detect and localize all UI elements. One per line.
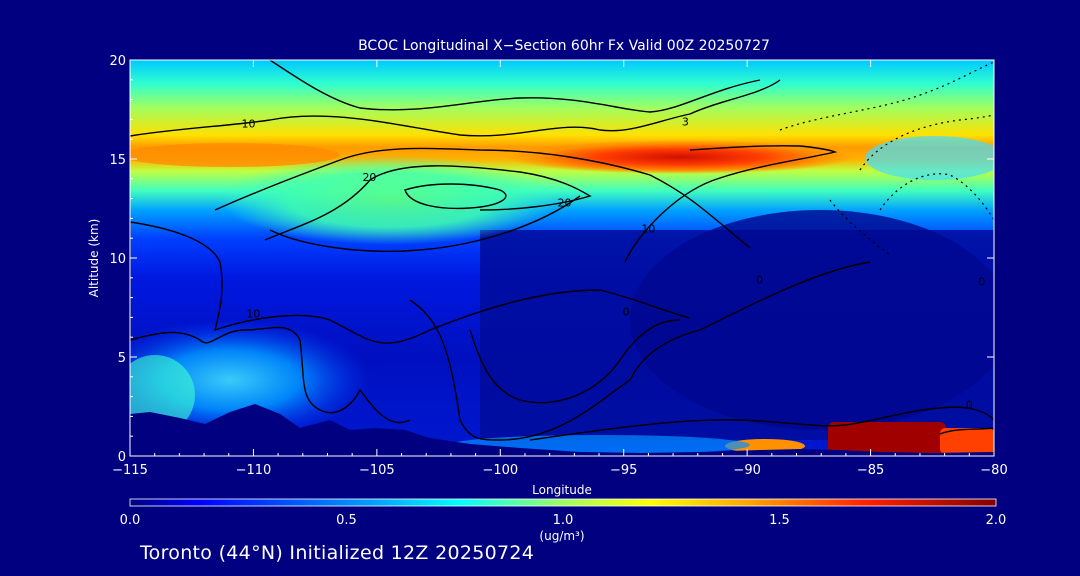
field-dark-region-east bbox=[630, 210, 994, 430]
y-tick-label: 15 bbox=[109, 153, 126, 168]
colorbar-tick-label: 0.0 bbox=[120, 513, 141, 528]
x-axis-label: Longitude bbox=[532, 483, 592, 497]
contour-lines bbox=[130, 60, 994, 441]
chart-title: BCOC Longitudinal X−Section 60hr Fx Vali… bbox=[358, 38, 770, 54]
contour-inner-core bbox=[404, 183, 507, 210]
x-tick-label: −110 bbox=[236, 463, 272, 478]
contour-inner-ring bbox=[269, 195, 581, 252]
y-axis-label: Altitude (km) bbox=[87, 219, 101, 298]
colorbar-tick-label: 1.5 bbox=[769, 513, 790, 528]
contour-surface-west bbox=[130, 326, 411, 424]
contour-label: 20 bbox=[557, 197, 571, 210]
colorbar-tick-label: 0.5 bbox=[336, 513, 357, 528]
contour-top-arc bbox=[269, 60, 761, 113]
field-east-patch bbox=[865, 136, 994, 180]
footer-initialization-text: Toronto (44°N) Initialized 12Z 20250724 bbox=[140, 542, 535, 564]
dotted-contour-a bbox=[779, 61, 994, 131]
x-tick-label: −100 bbox=[482, 463, 518, 478]
y-tick-label: 20 bbox=[109, 54, 126, 69]
dotted-contour-b bbox=[859, 114, 994, 171]
contour-label: 3 bbox=[682, 115, 689, 128]
colorbar-tick-label: 2.0 bbox=[986, 513, 1007, 528]
contour-label: 10 bbox=[641, 222, 655, 235]
x-tick-label: −95 bbox=[610, 463, 637, 478]
colorbar-tick-label: 1.0 bbox=[553, 513, 574, 528]
colorbar bbox=[129, 498, 997, 507]
field-green-blob bbox=[220, 155, 560, 245]
field-hot-core bbox=[505, 140, 855, 174]
x-axis: −115 −110 −105 −100 −95 −90 −85 −80 bbox=[112, 60, 1008, 478]
contour-upper-west bbox=[130, 79, 781, 137]
dotted-contours bbox=[779, 61, 994, 256]
concentration-field: 10 20 20 10 3 0 0 10 0 0 bbox=[130, 60, 994, 456]
x-tick-label: −90 bbox=[733, 463, 760, 478]
colorbar-ticks: 0.0 0.5 1.0 1.5 2.0 bbox=[120, 513, 1007, 528]
x-tick-label: −85 bbox=[857, 463, 884, 478]
contour-surface-mid bbox=[529, 406, 994, 441]
y-tick-label: 5 bbox=[118, 351, 126, 366]
field-surface-hot-east2 bbox=[940, 428, 994, 454]
contour-label: 0 bbox=[978, 276, 985, 289]
contour-mid-0b bbox=[469, 319, 681, 404]
contour-labels: 10 20 20 10 3 0 0 10 0 0 bbox=[241, 115, 985, 411]
x-tick-label: −80 bbox=[980, 463, 1007, 478]
contour-label: 10 bbox=[241, 117, 255, 130]
contour-label: 0 bbox=[756, 274, 763, 287]
contour-label: 0 bbox=[966, 398, 973, 411]
field-surface-hot-east bbox=[828, 422, 946, 456]
terrain bbox=[130, 404, 994, 456]
colorbar-unit-label: (ug/m³) bbox=[539, 529, 584, 543]
contour-outer-20 bbox=[214, 147, 751, 249]
y-tick-label: 10 bbox=[109, 252, 126, 267]
contour-20-inner bbox=[264, 165, 592, 241]
dotted-contour-d bbox=[829, 199, 891, 256]
y-tick-label: 0 bbox=[118, 450, 126, 465]
contour-label: 20 bbox=[362, 171, 376, 184]
y-axis: 0 5 10 15 20 bbox=[109, 54, 994, 465]
contour-lower-10 bbox=[130, 221, 691, 344]
contour-right-box bbox=[939, 427, 994, 435]
x-tick-label: −115 bbox=[112, 463, 148, 478]
contour-label: 10 bbox=[246, 307, 260, 320]
contour-label: 0 bbox=[623, 305, 630, 318]
contour-mid-0 bbox=[409, 261, 871, 441]
contour-upper-east bbox=[624, 145, 838, 263]
x-tick-label: −105 bbox=[359, 463, 395, 478]
field-hot-core-west bbox=[130, 143, 340, 167]
